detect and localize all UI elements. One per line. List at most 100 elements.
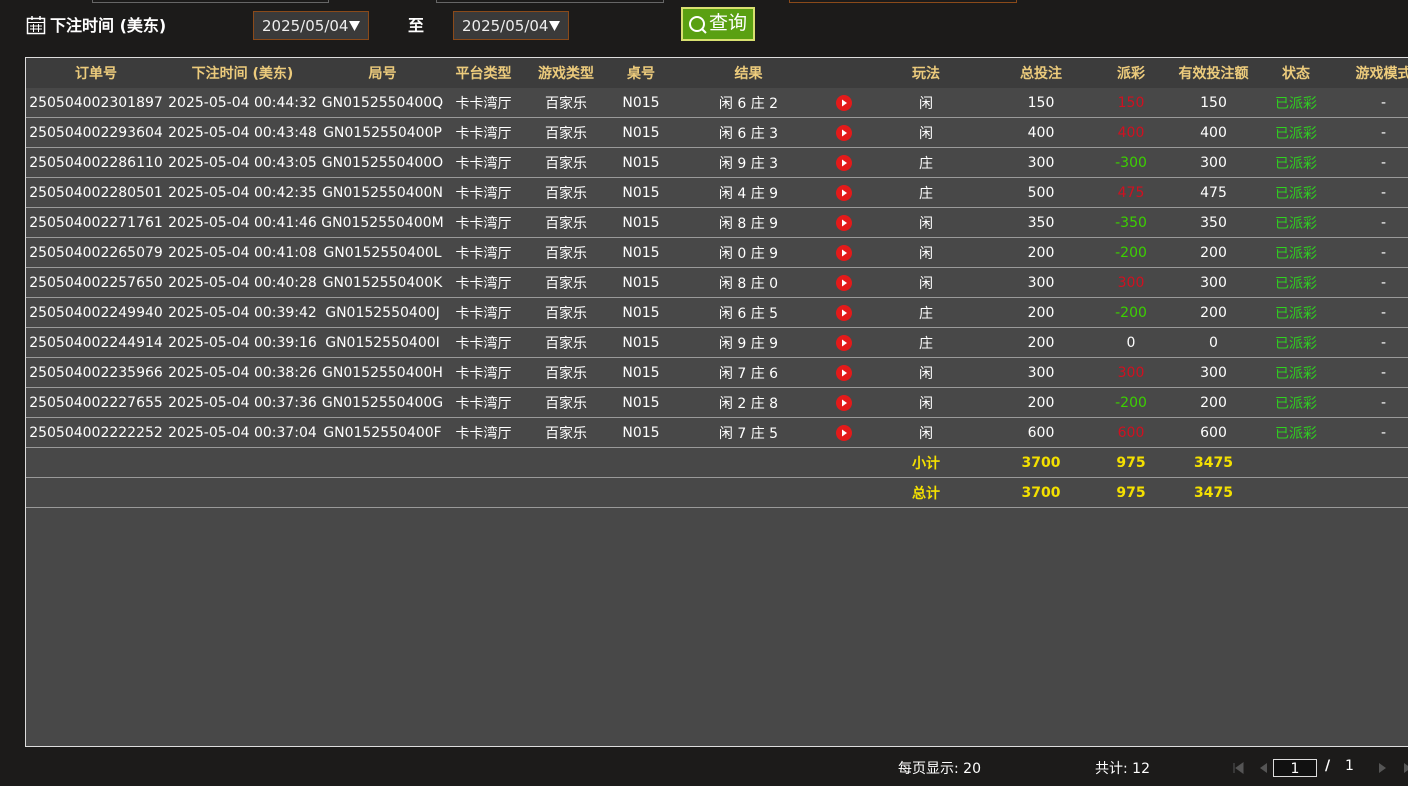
- page-separator: /: [1325, 758, 1331, 774]
- column-header: 有效投注额: [1171, 58, 1256, 88]
- round-id: GN0152550400O: [319, 147, 446, 178]
- valid-bet: 300: [1171, 147, 1256, 178]
- game-mode: -: [1336, 417, 1408, 448]
- replay-cell[interactable]: [826, 117, 861, 148]
- column-header: 局号: [319, 58, 446, 88]
- payout: 150: [1091, 88, 1171, 118]
- total-bet: 300: [991, 267, 1091, 298]
- date-to[interactable]: 2025/05/04: [453, 11, 569, 40]
- replay-cell[interactable]: [826, 207, 861, 238]
- replay-cell[interactable]: [826, 237, 861, 268]
- game-mode: -: [1336, 267, 1408, 298]
- column-header: 总投注: [991, 58, 1091, 88]
- payout: -300: [1091, 147, 1171, 178]
- game-type: 百家乐: [521, 88, 611, 118]
- replay-icon[interactable]: [835, 334, 852, 351]
- replay-icon[interactable]: [835, 364, 852, 381]
- data-row: 250504002293604 2025-05-04 00:43:48 GN0152…: [26, 117, 1408, 148]
- replay-icon[interactable]: [835, 124, 852, 141]
- order-id: 250504002227655: [26, 387, 166, 418]
- replay-icon[interactable]: [835, 244, 852, 261]
- replay-cell[interactable]: [826, 88, 861, 118]
- status: 已派彩: [1256, 207, 1336, 238]
- data-row: 250504002271761 2025-05-04 00:41:46 GN0152…: [26, 207, 1408, 238]
- replay-icon[interactable]: [835, 304, 852, 321]
- table-no: N015: [611, 357, 671, 388]
- date-from-text: 2025/05/04: [262, 17, 349, 35]
- replay-icon[interactable]: [835, 394, 852, 411]
- pager-prev[interactable]: [1232, 761, 1272, 775]
- platform: 卡卡湾厅: [446, 177, 521, 208]
- order-id: 250504002271761: [26, 207, 166, 238]
- replay-icon[interactable]: [835, 154, 852, 171]
- page-input[interactable]: 1: [1273, 759, 1317, 777]
- replay-icon[interactable]: [835, 424, 852, 441]
- replay-icon[interactable]: [835, 274, 852, 291]
- data-row: 250504002280501 2025-05-04 00:42:35 GN0152…: [26, 177, 1408, 208]
- bet-type: 闲: [861, 207, 991, 238]
- result: 闲 8 庄 9: [671, 207, 826, 238]
- replay-cell[interactable]: [826, 267, 861, 298]
- page-size: 每页显示: 20: [898, 761, 981, 777]
- round-id: GN0152550400J: [319, 297, 446, 328]
- replay-cell[interactable]: [826, 297, 861, 328]
- data-row: 250504002222252 2025-05-04 00:37:04 GN0152…: [26, 417, 1408, 448]
- bet-time: 2025-05-04 00:39:42: [166, 297, 319, 328]
- table-no: N015: [611, 117, 671, 148]
- bet-type: 庄: [861, 297, 991, 328]
- bet-time: 2025-05-04 00:43:48: [166, 117, 319, 148]
- total-bet: 400: [991, 117, 1091, 148]
- game-mode: -: [1336, 327, 1408, 358]
- replay-cell[interactable]: [826, 387, 861, 418]
- round-id: GN0152550400G: [319, 387, 446, 418]
- status: 已派彩: [1256, 327, 1336, 358]
- platform: 卡卡湾厅: [446, 267, 521, 298]
- platform: 卡卡湾厅: [446, 357, 521, 388]
- game-type: 百家乐: [521, 417, 611, 448]
- bet-type: 闲: [861, 267, 991, 298]
- search-icon: [689, 16, 707, 34]
- bet-time: 2025-05-04 00:44:32: [166, 88, 319, 118]
- replay-cell[interactable]: [826, 147, 861, 178]
- game-mode: -: [1336, 387, 1408, 418]
- valid-bet: 475: [1171, 177, 1256, 208]
- payout: 600: [1091, 417, 1171, 448]
- payout: 475: [1091, 177, 1171, 208]
- table-no: N015: [611, 417, 671, 448]
- status: 已派彩: [1256, 117, 1336, 148]
- game-type: 百家乐: [521, 147, 611, 178]
- column-header: 游戏类型: [521, 58, 611, 88]
- bet-time: 2025-05-04 00:42:35: [166, 177, 319, 208]
- bet-time: 2025-05-04 00:37:04: [166, 417, 319, 448]
- pager-next[interactable]: [1376, 761, 1408, 775]
- data-row: 250504002227655 2025-05-04 00:37:36 GN0152…: [26, 387, 1408, 418]
- replay-icon[interactable]: [835, 94, 852, 111]
- bet-type: 庄: [861, 327, 991, 358]
- total-bet: 600: [991, 417, 1091, 448]
- date-from[interactable]: 2025/05/04: [253, 11, 369, 40]
- search-button[interactable]: 查询: [681, 7, 755, 41]
- replay-cell[interactable]: [826, 327, 861, 358]
- summary-valid-bet: 3475: [1171, 447, 1256, 478]
- bet-type: 闲: [861, 117, 991, 148]
- replay-icon[interactable]: [835, 184, 852, 201]
- summary-row: 小计 3700 975 3475: [26, 447, 1408, 478]
- status: 已派彩: [1256, 387, 1336, 418]
- bet-time: 2025-05-04 00:40:28: [166, 267, 319, 298]
- replay-cell[interactable]: [826, 357, 861, 388]
- replay-cell[interactable]: [826, 177, 861, 208]
- replay-cell[interactable]: [826, 417, 861, 448]
- status: 已派彩: [1256, 297, 1336, 328]
- payout: -200: [1091, 237, 1171, 268]
- spacer: [26, 447, 861, 478]
- status: 已派彩: [1256, 237, 1336, 268]
- round-id: GN0152550400P: [319, 117, 446, 148]
- valid-bet: 600: [1171, 417, 1256, 448]
- table-body: 250504002301897 2025-05-04 00:44:32 GN0152…: [26, 88, 1408, 508]
- replay-icon[interactable]: [835, 214, 852, 231]
- game-type: 百家乐: [521, 267, 611, 298]
- bet-time: 2025-05-04 00:41:08: [166, 237, 319, 268]
- bet-type: 闲: [861, 387, 991, 418]
- platform: 卡卡湾厅: [446, 117, 521, 148]
- order-id: 250504002286110: [26, 147, 166, 178]
